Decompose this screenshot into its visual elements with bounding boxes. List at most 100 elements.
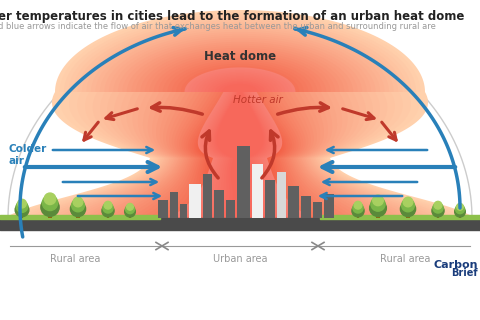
Polygon shape bbox=[191, 75, 289, 218]
Polygon shape bbox=[45, 24, 435, 218]
Circle shape bbox=[373, 195, 383, 206]
Circle shape bbox=[103, 203, 113, 213]
Circle shape bbox=[44, 193, 56, 204]
Bar bbox=[252, 164, 263, 218]
Bar bbox=[170, 192, 178, 218]
Polygon shape bbox=[199, 78, 281, 218]
Circle shape bbox=[403, 197, 413, 207]
Polygon shape bbox=[182, 72, 298, 218]
Polygon shape bbox=[204, 79, 276, 218]
Text: Hotter air: Hotter air bbox=[233, 95, 283, 105]
Polygon shape bbox=[136, 56, 344, 218]
Polygon shape bbox=[159, 64, 321, 218]
Bar bbox=[203, 174, 212, 218]
Bar bbox=[357, 213, 359, 218]
Bar bbox=[437, 213, 439, 218]
Polygon shape bbox=[193, 76, 287, 218]
Polygon shape bbox=[79, 36, 401, 218]
Polygon shape bbox=[91, 40, 389, 218]
Text: Rural area: Rural area bbox=[380, 254, 430, 264]
Circle shape bbox=[125, 206, 135, 217]
Circle shape bbox=[104, 201, 112, 209]
Text: Colder
air: Colder air bbox=[8, 144, 46, 166]
Circle shape bbox=[402, 199, 414, 212]
Polygon shape bbox=[28, 18, 452, 218]
Circle shape bbox=[371, 197, 385, 211]
Polygon shape bbox=[85, 38, 395, 218]
Polygon shape bbox=[125, 52, 355, 218]
Bar bbox=[376, 212, 380, 218]
Circle shape bbox=[73, 197, 83, 207]
Text: er temperatures in cities lead to the formation of an urban heat dome: er temperatures in cities lead to the fo… bbox=[0, 10, 464, 23]
Polygon shape bbox=[22, 16, 458, 218]
Polygon shape bbox=[142, 58, 338, 218]
Polygon shape bbox=[131, 54, 349, 218]
Circle shape bbox=[432, 205, 444, 217]
Text: Carbon: Carbon bbox=[433, 260, 478, 270]
Bar bbox=[288, 186, 299, 218]
Polygon shape bbox=[188, 74, 292, 218]
Polygon shape bbox=[5, 10, 475, 218]
Bar bbox=[459, 214, 461, 218]
Circle shape bbox=[353, 203, 363, 213]
Polygon shape bbox=[51, 26, 429, 218]
Bar bbox=[277, 172, 286, 218]
Polygon shape bbox=[73, 34, 407, 218]
Polygon shape bbox=[148, 60, 332, 218]
Circle shape bbox=[71, 201, 85, 217]
Polygon shape bbox=[200, 78, 280, 218]
Polygon shape bbox=[169, 68, 311, 218]
Polygon shape bbox=[178, 70, 302, 218]
Bar bbox=[189, 184, 201, 218]
Circle shape bbox=[456, 205, 465, 214]
Text: Urban area: Urban area bbox=[213, 254, 267, 264]
Polygon shape bbox=[96, 42, 384, 218]
Circle shape bbox=[354, 201, 362, 209]
Circle shape bbox=[400, 201, 416, 217]
Polygon shape bbox=[68, 32, 412, 218]
Bar bbox=[214, 190, 224, 218]
Polygon shape bbox=[170, 68, 310, 218]
Bar bbox=[313, 202, 322, 218]
Circle shape bbox=[18, 199, 26, 208]
Circle shape bbox=[41, 198, 59, 216]
Polygon shape bbox=[16, 14, 464, 218]
Polygon shape bbox=[195, 76, 285, 218]
Circle shape bbox=[42, 195, 58, 211]
Polygon shape bbox=[216, 84, 264, 218]
Circle shape bbox=[456, 204, 463, 210]
Circle shape bbox=[433, 203, 443, 213]
Polygon shape bbox=[34, 20, 446, 218]
Polygon shape bbox=[108, 46, 372, 218]
Circle shape bbox=[72, 199, 84, 212]
Bar bbox=[76, 212, 80, 218]
Polygon shape bbox=[39, 22, 441, 218]
Bar bbox=[48, 211, 52, 218]
Polygon shape bbox=[62, 30, 418, 218]
Polygon shape bbox=[11, 12, 469, 218]
Polygon shape bbox=[56, 28, 424, 218]
Circle shape bbox=[370, 200, 386, 216]
Bar bbox=[301, 196, 311, 218]
Polygon shape bbox=[187, 73, 293, 218]
Polygon shape bbox=[113, 48, 367, 218]
Polygon shape bbox=[174, 69, 306, 218]
Bar bbox=[237, 146, 250, 218]
Polygon shape bbox=[182, 72, 298, 218]
Bar bbox=[180, 204, 187, 218]
Bar bbox=[158, 200, 168, 218]
Text: Heat dome: Heat dome bbox=[204, 50, 276, 62]
Circle shape bbox=[434, 201, 442, 209]
Polygon shape bbox=[119, 50, 361, 218]
Circle shape bbox=[126, 205, 134, 214]
Circle shape bbox=[127, 204, 133, 210]
Circle shape bbox=[352, 205, 364, 217]
Polygon shape bbox=[102, 44, 378, 218]
Bar bbox=[226, 200, 235, 218]
Text: d blue arrows indicate the flow of air that exchanges heat between the urban and: d blue arrows indicate the flow of air t… bbox=[0, 22, 436, 31]
Circle shape bbox=[16, 201, 28, 212]
Polygon shape bbox=[154, 62, 326, 218]
Polygon shape bbox=[176, 70, 304, 218]
Bar bbox=[407, 212, 409, 218]
Polygon shape bbox=[165, 66, 315, 218]
